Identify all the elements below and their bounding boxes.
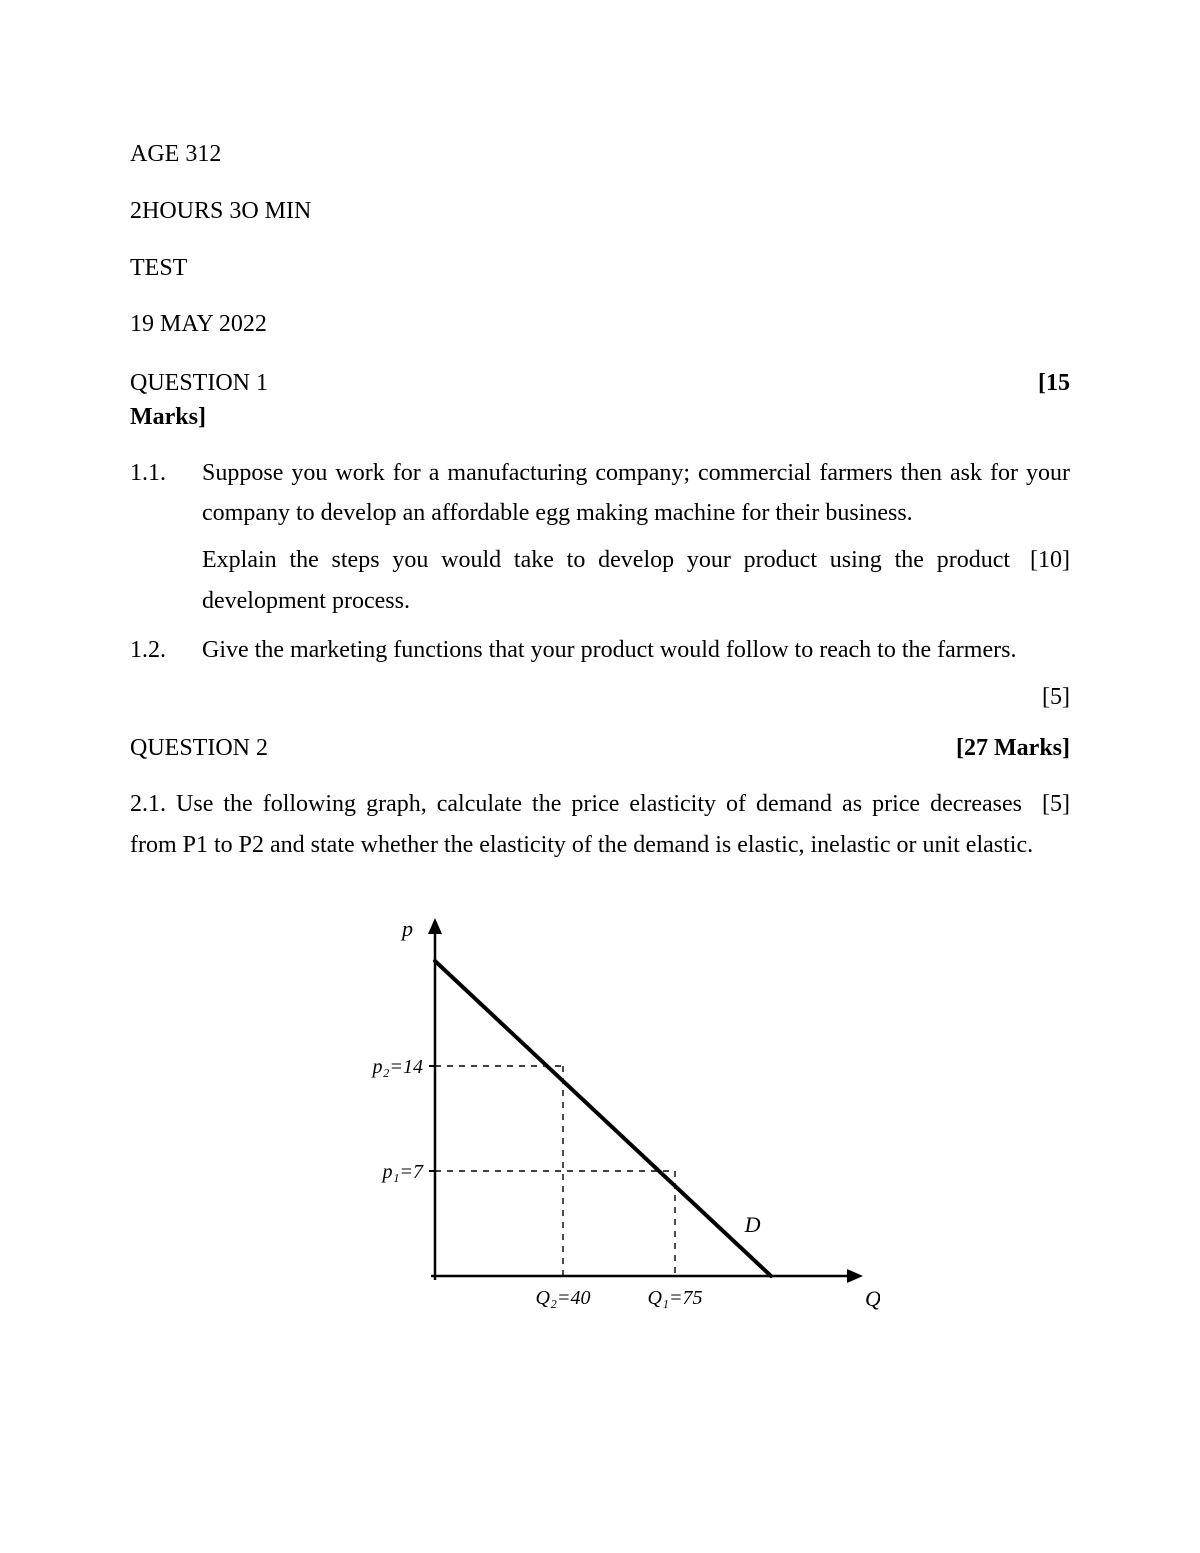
svg-text:p: p	[400, 916, 413, 941]
q2-1-mark: [5]	[1022, 784, 1070, 825]
demand-chart: p Q Dp₂=14 p₁=7 Q₂=40 Q₁=75	[320, 906, 880, 1351]
q1-1-body-line2: [10] Explain the steps you would take to…	[202, 540, 1070, 622]
svg-text:Q₁=75: Q₁=75	[648, 1287, 703, 1309]
question-2-marks: [27 Marks]	[956, 735, 1070, 762]
exam-page: AGE 312 2HOURS 3O MIN TEST 19 MAY 2022 Q…	[0, 0, 1200, 1553]
svg-text:Q₂=40: Q₂=40	[536, 1287, 591, 1309]
date-line: 19 MAY 2022	[130, 310, 1070, 339]
q1-1-body-line2-text: Explain the steps you would take to deve…	[202, 547, 1010, 614]
question-1-marks-close: Marks]	[130, 404, 1070, 431]
question-1-title: QUESTION 1	[130, 367, 1038, 399]
q1-2-number: 1.2.	[130, 630, 202, 671]
svg-text:p₁=7: p₁=7	[381, 1161, 424, 1183]
q1-1-mark: [10]	[1010, 540, 1070, 581]
q1-1-body-line1: Suppose you work for a manufacturing com…	[202, 453, 1070, 535]
svg-text:p₂=14: p₂=14	[371, 1056, 423, 1078]
svg-text:Q: Q	[865, 1286, 880, 1311]
svg-text:D: D	[744, 1212, 761, 1237]
demand-chart-svg: p Q Dp₂=14 p₁=7 Q₂=40 Q₁=75	[320, 906, 880, 1346]
course-code: AGE 312	[130, 140, 1070, 169]
q1-2-mark: [5]	[130, 677, 1070, 718]
q2-1-text: 2.1. Use the following graph, calculate …	[130, 791, 1033, 858]
question-1-1: 1.1. Suppose you work for a manufacturin…	[130, 453, 1070, 535]
duration-line: 2HOURS 3O MIN	[130, 197, 1070, 226]
question-1-marks-open: [15	[1038, 367, 1070, 399]
type-line: TEST	[130, 254, 1070, 283]
question-1-2: 1.2. Give the marketing functions that y…	[130, 630, 1070, 671]
question-2-title: QUESTION 2	[130, 735, 268, 762]
question-1-heading: QUESTION 1 [15	[130, 367, 1070, 399]
q1-1-number: 1.1.	[130, 453, 202, 535]
q1-2-body: Give the marketing functions that your p…	[202, 630, 1070, 671]
question-2-heading: QUESTION 2 [27 Marks]	[130, 735, 1070, 762]
question-2-1: [5] 2.1. Use the following graph, calcul…	[130, 784, 1070, 866]
